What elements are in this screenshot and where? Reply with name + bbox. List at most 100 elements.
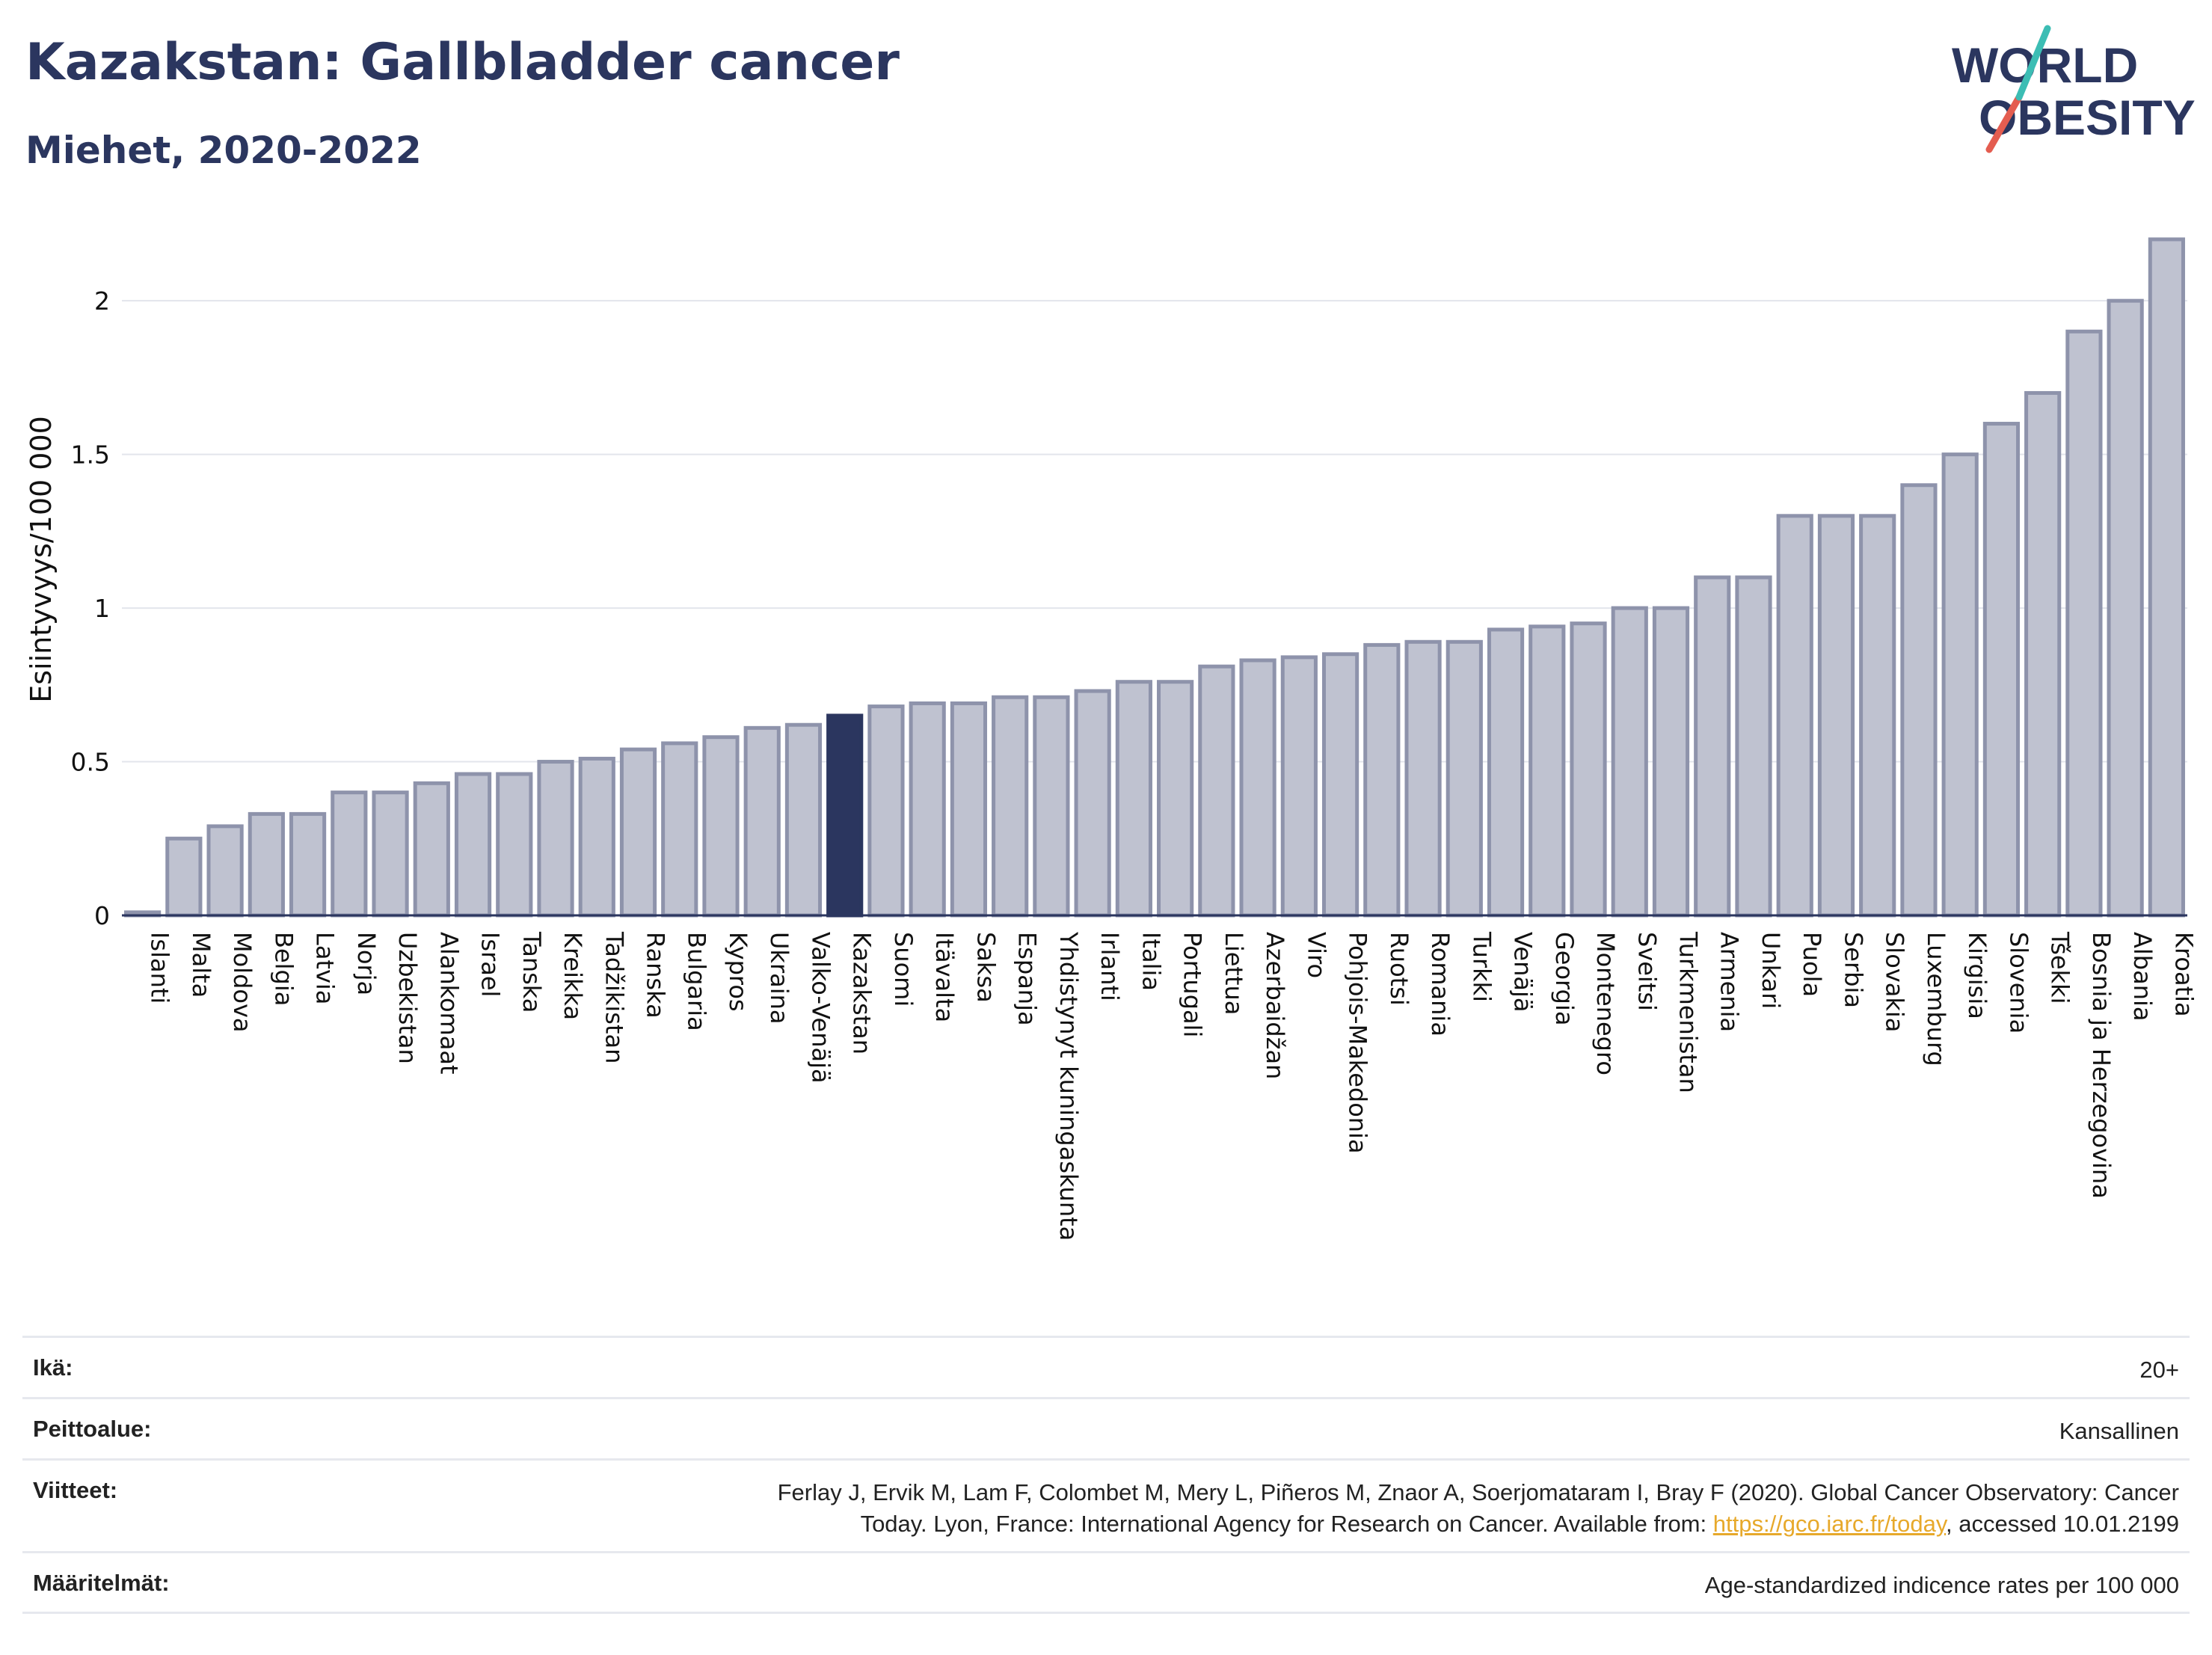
x-tick-label: Latvia (311, 932, 340, 1004)
x-tick-label: Azerbaidžan (1261, 932, 1289, 1079)
chart-title: Kazakstan: Gallbladder cancer (25, 33, 900, 92)
x-tick-label: Slovenia (2004, 932, 2033, 1034)
y-axis-label: Esiintyvyys/100 000 (25, 416, 58, 703)
x-tick-label: Kroatia (2169, 932, 2198, 1017)
bar (743, 725, 781, 918)
bar (1652, 606, 1690, 918)
x-tick-label: Belgia (269, 932, 298, 1006)
x-tick-label: Uzbekistan (393, 932, 422, 1064)
bar (1817, 514, 1855, 918)
x-tick-label: Islanti (146, 932, 174, 1004)
x-tick-label: Portugali (1179, 932, 1207, 1037)
references-line-2-end: , accessed 10.01.2199 (1946, 1511, 2179, 1537)
x-tick-label: Irlanti (1096, 932, 1124, 1001)
bar (248, 811, 285, 918)
references-value: Ferlay J, Ervik M, Lam F, Colombet M, Me… (778, 1477, 2179, 1540)
bar (454, 772, 492, 918)
references-line-2-start: Today. Lyon, France: International Agenc… (860, 1511, 1713, 1537)
y-tick-label: 2 (94, 286, 110, 316)
x-tick-label: Montenegro (1591, 932, 1620, 1075)
x-tick-label: Georgia (1550, 932, 1579, 1025)
x-tick-label: Puola (1798, 932, 1826, 997)
age-value: 20+ (2139, 1357, 2179, 1383)
bar (1570, 621, 1607, 918)
bar (992, 695, 1029, 918)
y-tick-label: 1.5 (71, 440, 110, 470)
x-tick-label: Turkki (1467, 931, 1496, 1002)
meta-row-references: Viitteet: Ferlay J, Ervik M, Lam F, Colo… (22, 1458, 2190, 1551)
x-tick-label: Bosnia ja Herzegovina (2087, 932, 2116, 1199)
bar (496, 772, 533, 918)
x-tick-label: Valko-Venäjä (806, 932, 835, 1084)
bar (289, 811, 327, 918)
bars (124, 237, 2185, 918)
meta-row-definitions: Määritelmät: Age-standardized indicence … (22, 1551, 2190, 1614)
x-tick-label: Armenia (1715, 932, 1744, 1032)
references-label: Viitteet: (33, 1477, 118, 1503)
bar (1239, 658, 1276, 918)
world-obesity-logo: WORLD OBESITY (1952, 25, 2196, 153)
bar (537, 760, 574, 918)
x-tick-label: Kirgisia (1963, 932, 1991, 1019)
bar (578, 756, 615, 918)
axes: 0 0.5 1 1.5 2 Islanti Malta Moldova Belgia Latvia… (71, 286, 2199, 1241)
bar (1363, 642, 1401, 918)
references-link[interactable]: https://gco.iarc.fr/today (1712, 1511, 1947, 1537)
definitions-label: Määritelmät: (33, 1570, 170, 1596)
x-tick-label: Slovakia (1881, 932, 1909, 1032)
x-tick-label: Venäjä (1509, 932, 1537, 1012)
x-tick-label: Bulgaria (683, 932, 711, 1031)
bar (619, 747, 657, 918)
metadata-table: Ikä: 20+ Peittoalue: Kansallinen Viittee… (22, 1336, 2190, 1614)
bar (867, 704, 905, 918)
x-tick-label: Ranska (642, 932, 670, 1019)
logo-stroke-red (1985, 93, 2023, 153)
x-tick-label: Yhdistynyt kuningaskunta (1054, 931, 1083, 1241)
x-tick-label: Ukraina (765, 932, 793, 1025)
chart-subtitle: Miehet, 2020-2022 (25, 129, 422, 172)
bar (1115, 680, 1152, 918)
bar (661, 741, 698, 918)
x-tick-label: Kreikka (559, 932, 587, 1020)
coverage-label: Peittoalue: (33, 1416, 152, 1442)
bar (413, 781, 450, 918)
coverage-value: Kansallinen (2059, 1418, 2179, 1444)
meta-row-coverage: Peittoalue: Kansallinen (22, 1397, 2190, 1458)
x-tick-label: Moldova (228, 932, 256, 1033)
bar (1280, 655, 1318, 918)
x-tick-label: Turkmenistan (1674, 931, 1703, 1093)
bar (1198, 664, 1235, 918)
x-tick-label: Tšekki (2046, 931, 2074, 1004)
x-tick-label: Saksa (971, 932, 1000, 1003)
x-tick-label: Espanja (1013, 932, 1042, 1026)
bar (2065, 329, 2103, 918)
bar (1157, 680, 1194, 918)
definitions-value: Age-standardized indicence rates per 100… (1704, 1572, 2179, 1598)
x-tick-label: Alankomaat (434, 932, 463, 1075)
bar (950, 701, 988, 918)
bar (165, 836, 203, 918)
x-tick-label: Luxemburg (1922, 932, 1950, 1066)
x-tick-label: Italia (1137, 932, 1165, 991)
x-tick-label: Romania (1426, 932, 1454, 1037)
bar (1611, 606, 1648, 918)
bar (1321, 652, 1360, 918)
x-tick-label: Norja (352, 932, 381, 995)
x-tick-label: Unkari (1757, 932, 1785, 1009)
meta-row-age: Ikä: 20+ (22, 1336, 2190, 1397)
x-tick-label: Sveitsi (1632, 932, 1661, 1011)
x-tick-label: Kazakstan (848, 932, 876, 1054)
references-line-1: Ferlay J, Ervik M, Lam F, Colombet M, Me… (777, 1479, 2179, 1505)
x-tick-label: Pohjois-Makedonia (1344, 932, 1372, 1154)
bar (2107, 298, 2144, 918)
y-tick-label: 0 (94, 901, 110, 930)
bar (702, 735, 740, 918)
x-tick-label: Suomi (889, 932, 918, 1007)
bar (331, 790, 368, 918)
bar (1776, 514, 1813, 918)
bar (206, 824, 244, 918)
bar (1487, 627, 1525, 918)
y-tick-label: 0.5 (71, 748, 110, 777)
x-tick-label: Tadžikistan (600, 931, 628, 1063)
bar (1446, 639, 1483, 918)
